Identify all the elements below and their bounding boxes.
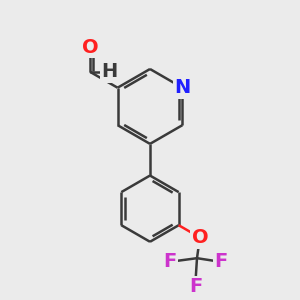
- Text: F: F: [189, 278, 202, 296]
- Text: O: O: [82, 38, 98, 57]
- Text: F: F: [164, 252, 177, 271]
- Text: N: N: [174, 78, 190, 97]
- Text: O: O: [192, 228, 208, 247]
- Text: H: H: [102, 62, 118, 81]
- Text: F: F: [214, 252, 227, 271]
